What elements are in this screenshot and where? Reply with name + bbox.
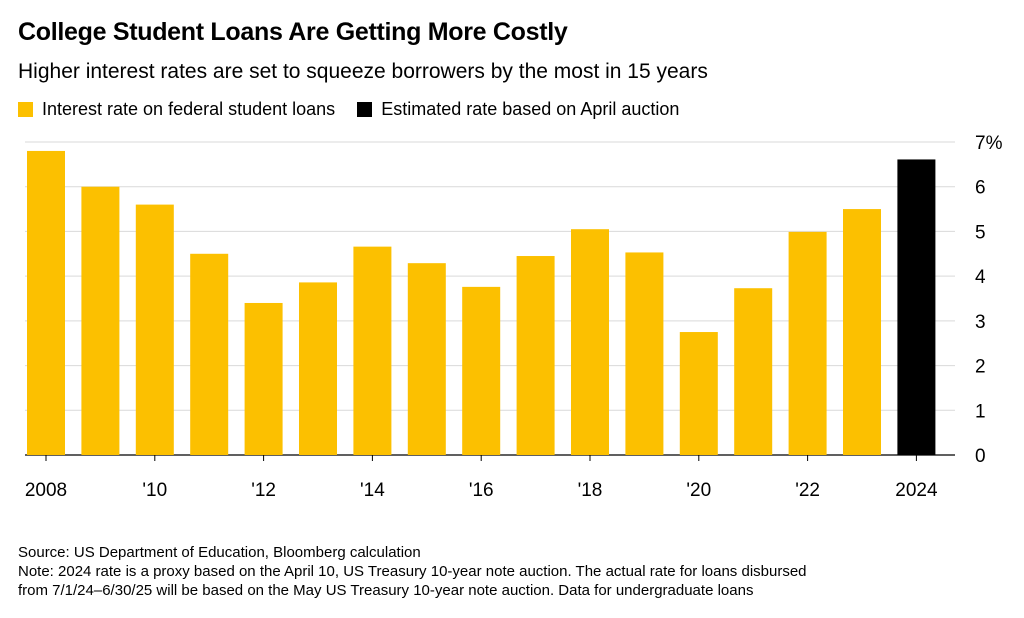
legend-label-estimated-rate: Estimated rate based on April auction — [381, 99, 680, 119]
y-tick-label: 1 — [975, 401, 986, 422]
x-tick-label: '20 — [686, 480, 711, 501]
y-tick-label: 5 — [975, 222, 986, 243]
bar-federal-rate — [407, 263, 446, 455]
note-line-2: from 7/1/24–6/30/25 will be based on the… — [18, 582, 754, 599]
x-tick-label: '22 — [795, 480, 820, 501]
x-tick-label: 2024 — [895, 480, 938, 501]
bar-federal-rate — [843, 209, 881, 455]
legend-item-estimated-rate: Estimated rate based on April auction — [357, 99, 679, 120]
footer: Source: US Department of Education, Bloo… — [18, 543, 807, 600]
x-tick-label: '12 — [251, 480, 276, 501]
bar-federal-rate — [244, 302, 283, 455]
bar-federal-rate — [516, 256, 555, 455]
chart-subtitle: Higher interest rates are set to squeeze… — [18, 60, 708, 83]
y-tick-label: 4 — [975, 267, 986, 288]
x-tick-label: 2008 — [25, 480, 67, 501]
bar-estimated-rate — [897, 159, 936, 455]
x-tick-label: '14 — [360, 480, 385, 501]
bar-chart: 0 1 2 3 4 5 6 7% 2008 '10 '12 '14 '16 '18 '20 '22 2024 — [25, 133, 1003, 501]
bar-federal-rate — [625, 252, 664, 455]
bar-federal-rate — [462, 286, 501, 455]
legend-item-federal-rate: Interest rate on federal student loans — [18, 99, 335, 120]
chart-title: College Student Loans Are Getting More C… — [18, 18, 568, 46]
bar-federal-rate — [571, 229, 609, 455]
note-line-1: Note: 2024 rate is a proxy based on the … — [18, 563, 807, 580]
bar-federal-rate — [190, 253, 229, 455]
bar-federal-rate — [27, 150, 65, 455]
x-tick-label: '16 — [469, 480, 494, 501]
y-tick-label: 7% — [975, 133, 1003, 154]
bar-federal-rate — [81, 186, 120, 455]
y-tick-label: 2 — [975, 357, 986, 378]
y-tick-label: 6 — [975, 178, 986, 199]
legend-swatch-yellow — [18, 102, 33, 117]
x-tick-label: '18 — [578, 480, 603, 501]
bar-federal-rate — [788, 231, 827, 455]
bar-federal-rate — [299, 282, 337, 455]
bar-federal-rate — [353, 246, 392, 455]
y-tick-label: 3 — [975, 312, 986, 333]
legend: Interest rate on federal student loans E… — [18, 99, 701, 120]
legend-swatch-black — [357, 102, 373, 117]
source-note: Source: US Department of Education, Bloo… — [18, 544, 421, 561]
y-tick-label: 0 — [975, 446, 986, 467]
x-tick-label: '10 — [142, 480, 167, 501]
bar-federal-rate — [135, 204, 174, 455]
bar-federal-rate — [734, 288, 773, 455]
bar-federal-rate — [679, 332, 718, 455]
legend-label-federal-rate: Interest rate on federal student loans — [42, 99, 336, 119]
